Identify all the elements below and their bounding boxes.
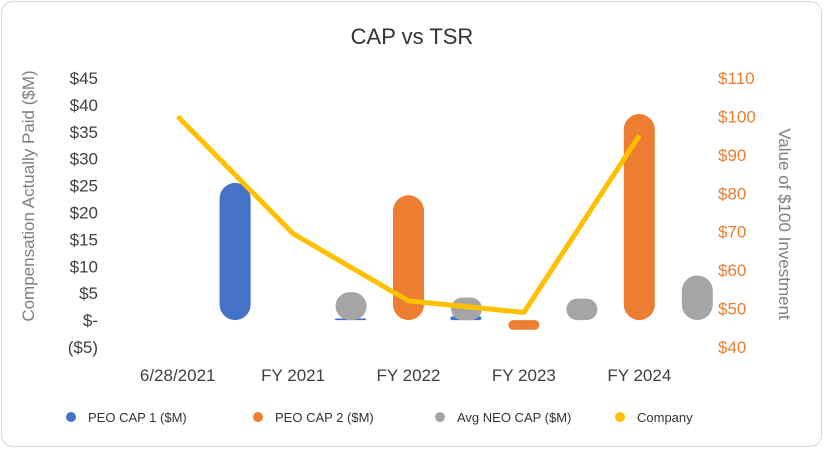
legend: PEO CAP 1 ($M) PEO CAP 2 ($M) Avg NEO CAP …: [66, 410, 693, 425]
y-tick-label: $15: [70, 230, 98, 249]
bar: [335, 292, 367, 321]
y-tick-label: $45: [70, 69, 98, 88]
legend-marker: [66, 412, 76, 422]
x-tick-label: FY 2023: [492, 366, 556, 385]
plot-area: $45 $40 $35 $30 $25 $20 $15 $10 $5 $- ($5) $110 $100…: [68, 69, 756, 385]
bar: [219, 182, 251, 321]
y-tick-label: $5: [79, 284, 98, 303]
y-tick-label: $25: [70, 177, 98, 196]
y-tick-label: $30: [70, 150, 98, 169]
legend-label: PEO CAP 1 ($M): [88, 410, 187, 425]
x-tick-label: FY 2024: [607, 366, 671, 385]
y-tick-label: $20: [70, 204, 98, 223]
y-tick-label: $10: [70, 257, 98, 276]
bar: [681, 275, 713, 321]
bar: [393, 195, 424, 321]
x-tick-label: FY 2022: [377, 366, 441, 385]
y2-tick-label: $70: [718, 223, 746, 242]
legend-label: Avg NEO CAP ($M): [457, 410, 571, 425]
legend-marker: [253, 412, 263, 422]
y2-tick-label: $80: [718, 184, 746, 203]
y-axis-label: Compensation Actually Paid ($M): [19, 70, 38, 321]
chart-title: CAP vs TSR: [351, 24, 474, 49]
y2-tick-label: $50: [718, 300, 746, 319]
y2-tick-label: $90: [718, 146, 746, 165]
y2-tick-label: $60: [718, 261, 746, 280]
legend-label: Company: [637, 410, 693, 425]
y2-tick-label: $110: [718, 69, 755, 88]
legend-marker: [615, 412, 625, 422]
series-line: [175, 114, 642, 315]
bar: [566, 298, 598, 321]
y2-axis-label: Value of $100 Investment: [775, 128, 794, 320]
y-tick-label: $40: [70, 96, 98, 115]
y2-tick-label: $100: [718, 107, 756, 126]
y2-tick-label: $40: [718, 338, 746, 357]
y-tick-label: $35: [70, 123, 98, 142]
y-tick-label: $-: [83, 311, 98, 330]
bar: [508, 320, 540, 330]
legend-label: PEO CAP 2 ($M): [275, 410, 374, 425]
x-tick-label: 6/28/2021: [140, 366, 216, 385]
x-tick-label: FY 2021: [261, 366, 325, 385]
y-tick-label: ($5): [68, 338, 98, 357]
legend-marker: [435, 412, 445, 422]
bar: [623, 114, 655, 321]
